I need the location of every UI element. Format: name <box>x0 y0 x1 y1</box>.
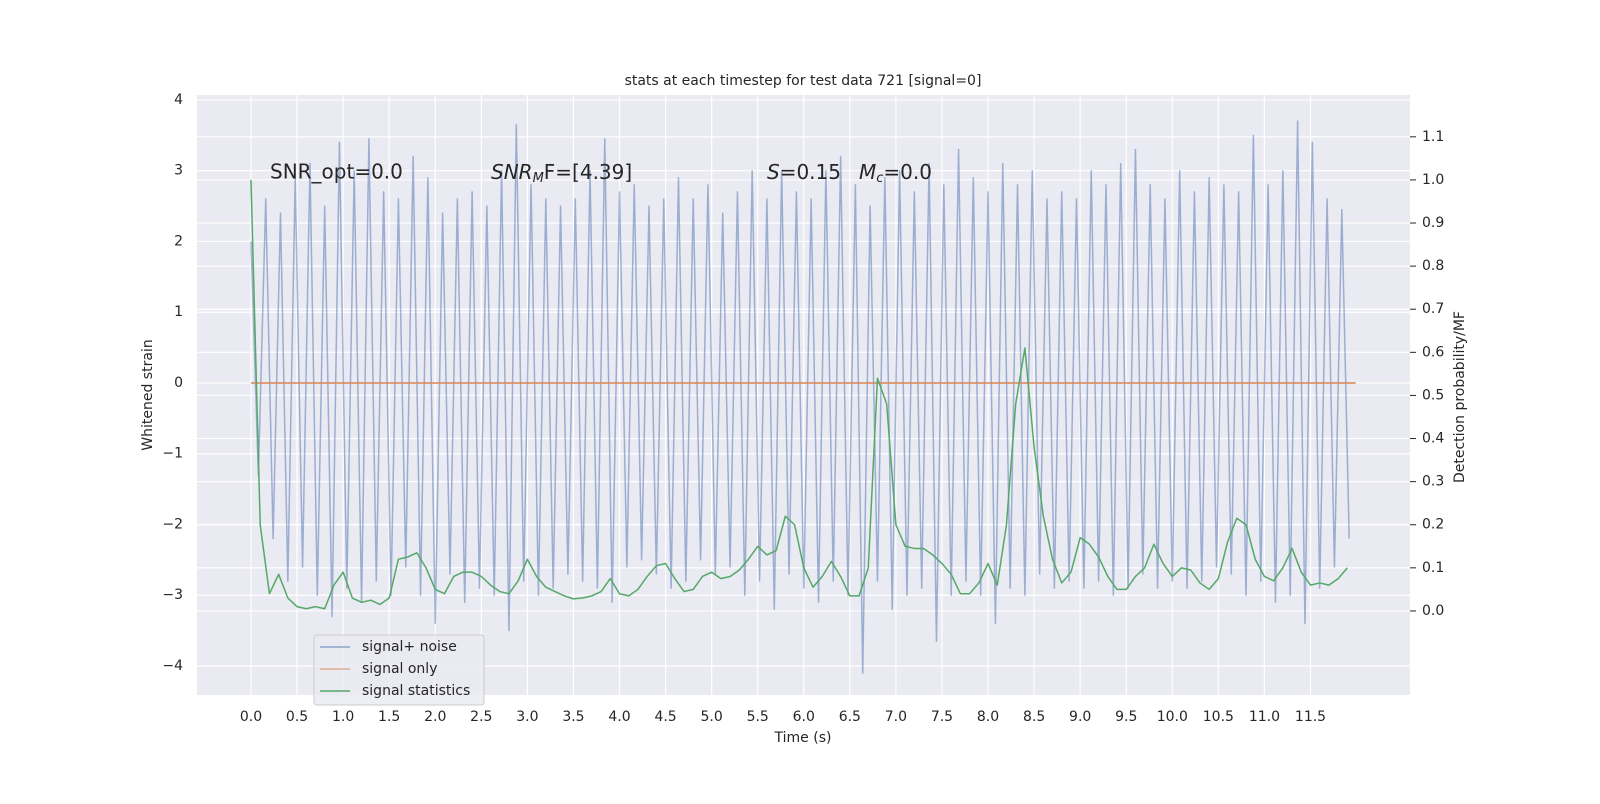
y2-tick-label: 0.0 <box>1422 603 1444 619</box>
y-tick-label: 4 <box>174 92 183 108</box>
y2-tick-label: 0.4 <box>1422 431 1444 447</box>
x-tick-label: 2.5 <box>470 709 492 725</box>
x-tick-label: 0.5 <box>286 709 308 725</box>
x-tick-label: 2.0 <box>424 709 446 725</box>
series-line <box>250 179 1348 610</box>
x-axis-label: Time (s) <box>774 730 832 746</box>
legend-box <box>313 634 485 706</box>
x-tick-label: 9.0 <box>1069 709 1091 725</box>
annotation: SNRMF=[4.39] <box>491 160 632 186</box>
x-tick-label: 4.5 <box>654 709 676 725</box>
y-tick-label: 3 <box>174 163 183 179</box>
annotation-base: SNR <box>491 160 533 184</box>
x-tick-label: 3.5 <box>562 709 584 725</box>
y-tick-label: −3 <box>162 587 183 603</box>
y-tick-label: 1 <box>174 304 183 320</box>
y2-tick-label: 0.6 <box>1422 344 1444 360</box>
x-tick-label: 1.5 <box>378 709 400 725</box>
chart-title: stats at each timestep for test data 721… <box>625 73 982 89</box>
annotation-base: S <box>767 160 780 184</box>
x-tick-label: 0.0 <box>240 709 262 725</box>
x-tick-label: 8.0 <box>977 709 999 725</box>
y2-tick-label: 0.1 <box>1422 560 1444 576</box>
y-tick-label: −2 <box>162 516 183 532</box>
y-axis-label: Whitened strain <box>140 339 156 450</box>
x-tick-label: 11.0 <box>1249 709 1280 725</box>
x-tick-label: 7.0 <box>885 709 907 725</box>
y2-tick-label: 0.5 <box>1422 387 1444 403</box>
annotation-sub: c <box>876 171 883 186</box>
x-tick-label: 10.0 <box>1157 709 1188 725</box>
series-line <box>250 120 1350 674</box>
annotation: Mc=0.0 <box>859 160 932 186</box>
annotation-sub: M <box>533 171 544 186</box>
x-tick-label: 5.5 <box>747 709 769 725</box>
annotation: SNR_opt=0.0 <box>270 160 403 184</box>
y-tick-label: 2 <box>174 233 183 249</box>
annotation-rest: =0.15 <box>780 160 841 184</box>
x-tick-label: 6.5 <box>839 709 861 725</box>
y2-tick-label: 0.9 <box>1422 215 1444 231</box>
y2-tick-label: 1.0 <box>1422 172 1444 188</box>
y-tick-label: −1 <box>162 446 183 462</box>
y2-tick-label: 0.2 <box>1422 517 1444 533</box>
x-tick-label: 1.0 <box>332 709 354 725</box>
y2-tick-label: 0.3 <box>1422 474 1444 490</box>
annotation-rest: F=[4.39] <box>544 160 632 184</box>
y2-tick-label: 0.8 <box>1422 258 1444 274</box>
x-tick-label: 9.5 <box>1115 709 1137 725</box>
annotation-base: M <box>859 160 876 184</box>
x-tick-label: 7.5 <box>931 709 953 725</box>
legend-label: signal statistics <box>362 683 470 699</box>
annotation: S=0.15 <box>767 160 841 184</box>
y-tick-label: 0 <box>174 375 183 391</box>
x-tick-label: 10.5 <box>1203 709 1234 725</box>
y2-tick-label: 1.1 <box>1422 129 1444 145</box>
x-tick-label: 3.0 <box>516 709 538 725</box>
legend-label: signal+ noise <box>362 639 457 655</box>
annotation-rest: =0.0 <box>883 160 932 184</box>
x-tick-label: 4.0 <box>608 709 630 725</box>
x-tick-label: 5.0 <box>701 709 723 725</box>
legend-label: signal only <box>362 661 437 677</box>
y2-tick-label: 0.7 <box>1422 301 1444 317</box>
y2-axis-label: Detection probability/MF <box>1452 311 1468 483</box>
x-tick-label: 11.5 <box>1295 709 1326 725</box>
x-tick-label: 8.5 <box>1023 709 1045 725</box>
y-tick-label: −4 <box>162 658 183 674</box>
x-tick-label: 6.0 <box>793 709 815 725</box>
